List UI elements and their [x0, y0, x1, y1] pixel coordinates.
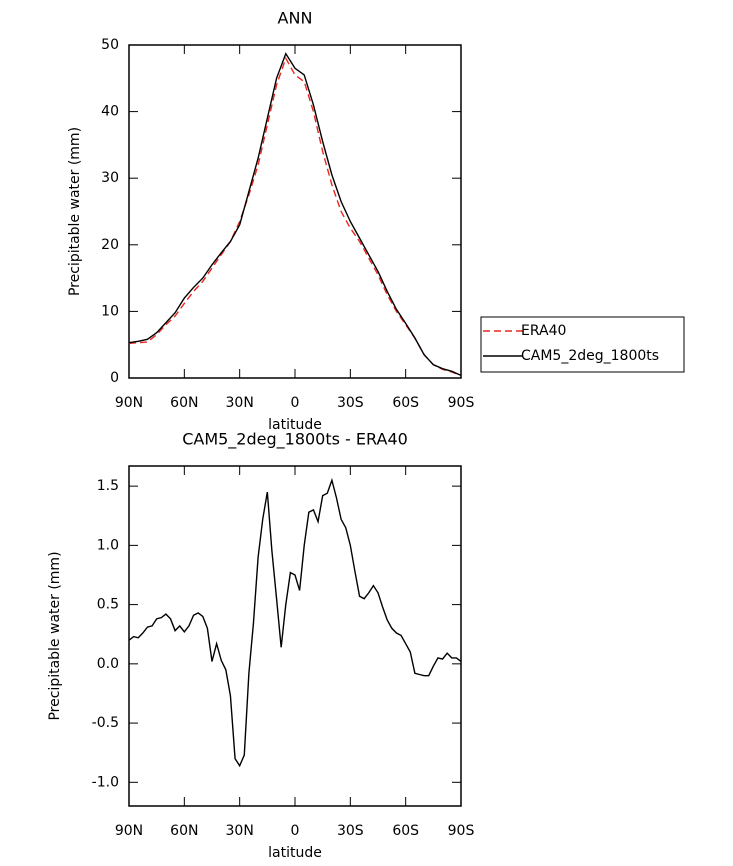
x-tick-label: 90N	[115, 395, 143, 411]
y-tick-label: -1.0	[92, 774, 119, 790]
x-tick-label: 30S	[337, 823, 364, 839]
y-tick-label: -0.5	[92, 715, 119, 731]
x-tick-label: 90N	[115, 823, 143, 839]
x-tick-label: 60N	[170, 823, 198, 839]
x-tick-label: 0	[291, 395, 300, 411]
data-line	[128, 56, 462, 376]
y-tick-label: 30	[101, 170, 119, 186]
y-axis-label: Precipitable water (mm)	[47, 551, 63, 720]
y-tick-label: 40	[101, 104, 119, 120]
y-tick-label: 0	[110, 370, 119, 386]
x-axis-label: latitude	[268, 845, 322, 861]
x-tick-label: 60N	[170, 395, 198, 411]
chart-title: ANN	[278, 9, 313, 28]
plot-frame	[128, 44, 462, 379]
y-tick-label: 0.5	[97, 597, 119, 613]
y-axis-label: Precipitable water (mm)	[67, 127, 83, 296]
y-tick-label: 10	[101, 303, 119, 319]
y-tick-label: 1.5	[97, 478, 119, 494]
x-tick-label: 60S	[392, 395, 419, 411]
x-tick-label: 90S	[448, 823, 475, 839]
x-tick-label: 0	[291, 823, 300, 839]
x-tick-label: 30N	[226, 823, 254, 839]
y-tick-label: 1.0	[97, 537, 119, 553]
legend-label: CAM5_2deg_1800ts	[521, 348, 659, 364]
x-tick-label: 30S	[337, 395, 364, 411]
x-tick-label: 30N	[226, 395, 254, 411]
legend-box	[480, 316, 685, 373]
legend-label: ERA40	[521, 323, 566, 339]
x-axis-label: latitude	[268, 417, 322, 433]
y-tick-label: 0.0	[97, 656, 119, 672]
data-line	[128, 477, 462, 768]
y-tick-label: 50	[101, 37, 119, 53]
x-tick-label: 60S	[392, 823, 419, 839]
x-tick-label: 90S	[448, 395, 475, 411]
plot-frame	[128, 465, 462, 807]
data-line	[128, 52, 462, 376]
chart-title: CAM5_2deg_1800ts - ERA40	[182, 430, 408, 450]
y-tick-label: 20	[101, 237, 119, 253]
